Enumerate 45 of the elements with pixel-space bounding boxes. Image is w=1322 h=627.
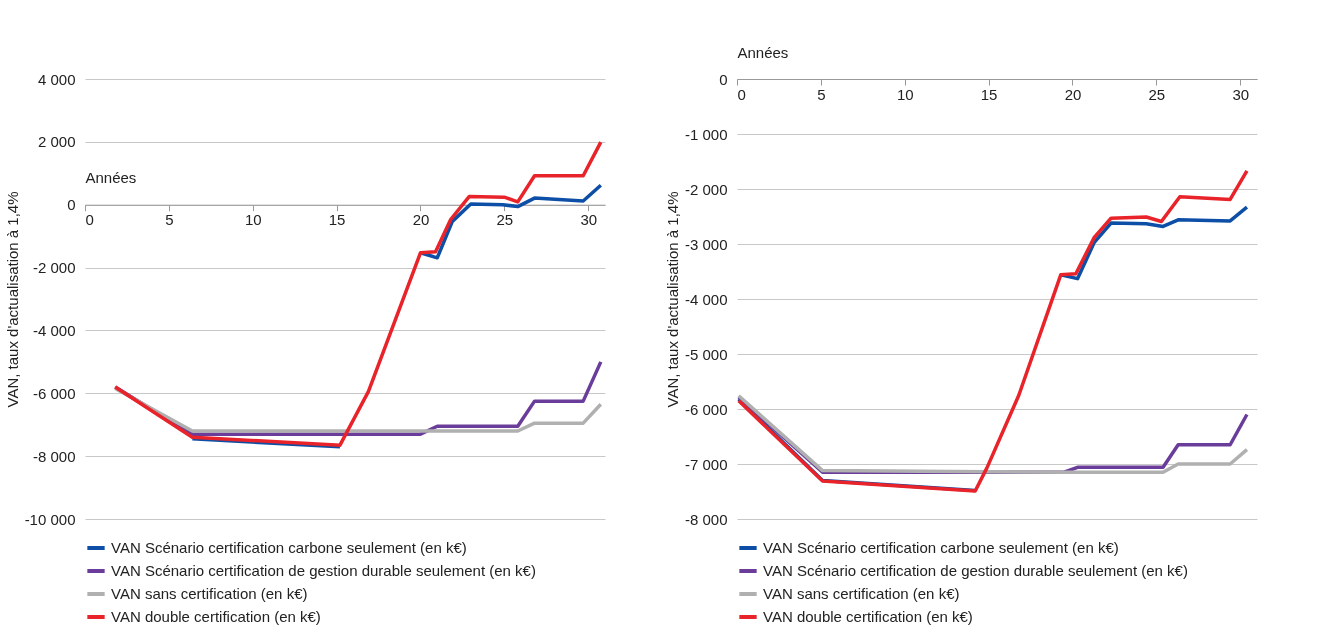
y-tick-label: -8 000 [684, 510, 728, 528]
x-axis-title: Années [737, 43, 789, 61]
y-tick-label: -4 000 [684, 290, 728, 308]
y-axis-title: VAN, taux d'actualisation à 1,4% [663, 191, 681, 408]
y-tick-label: -2 000 [684, 180, 728, 198]
legend-label: VAN Scénario certification de gestion durable seulement (en k€) [763, 562, 1188, 579]
y-tick-label: -6 000 [684, 400, 728, 418]
x-tick-label: 5 [817, 85, 826, 103]
x-tick-label: 0 [85, 211, 94, 229]
y-tick-label: 4 000 [37, 70, 76, 88]
legend-label: VAN double certification (en k€) [111, 608, 321, 625]
y-axis-title: VAN, taux d'actualisation à 1,4% [3, 191, 21, 408]
x-tick-label: 20 [412, 211, 430, 229]
y-tick-label: -7 000 [684, 455, 728, 473]
y-tick-label: -10 000 [24, 510, 76, 528]
y-tick-label: 2 000 [37, 133, 76, 151]
x-tick-label: 30 [1232, 85, 1250, 103]
y-tick-label: -4 000 [32, 321, 76, 339]
x-tick-label: 10 [244, 211, 262, 229]
x-tick-label: 0 [737, 85, 746, 103]
y-tick-label: -3 000 [684, 235, 728, 253]
legend-label: VAN double certification (en k€) [763, 608, 973, 625]
x-tick-label: 15 [328, 211, 346, 229]
y-tick-label: 0 [67, 196, 76, 214]
y-tick-label: -8 000 [32, 447, 76, 465]
x-tick-label: 15 [980, 85, 998, 103]
legend-label: VAN sans certification (en k€) [763, 585, 960, 602]
line-series [113, 386, 603, 433]
y-tick-label: 0 [719, 70, 728, 88]
legend-label: VAN Scénario certification de gestion durable seulement (en k€) [111, 562, 536, 579]
x-tick-label: 5 [165, 211, 174, 229]
legend-label: VAN sans certification (en k€) [111, 585, 308, 602]
y-tick-label: -6 000 [32, 384, 76, 402]
legend-label: VAN Scénario certification carbone seulement (en k€) [763, 539, 1119, 556]
x-tick-label: 20 [1064, 85, 1082, 103]
y-tick-label: -5 000 [684, 345, 728, 363]
x-tick-label: 10 [896, 85, 914, 103]
y-tick-label: -1 000 [684, 125, 728, 143]
x-axis-title: Années [85, 169, 137, 187]
x-tick-label: 25 [496, 211, 514, 229]
x-tick-label: 30 [580, 211, 598, 229]
y-tick-label: -2 000 [32, 259, 76, 277]
line-series [737, 169, 1249, 493]
x-tick-label: 25 [1148, 85, 1166, 103]
legend-label: VAN Scénario certification carbone seulement (en k€) [111, 539, 467, 556]
